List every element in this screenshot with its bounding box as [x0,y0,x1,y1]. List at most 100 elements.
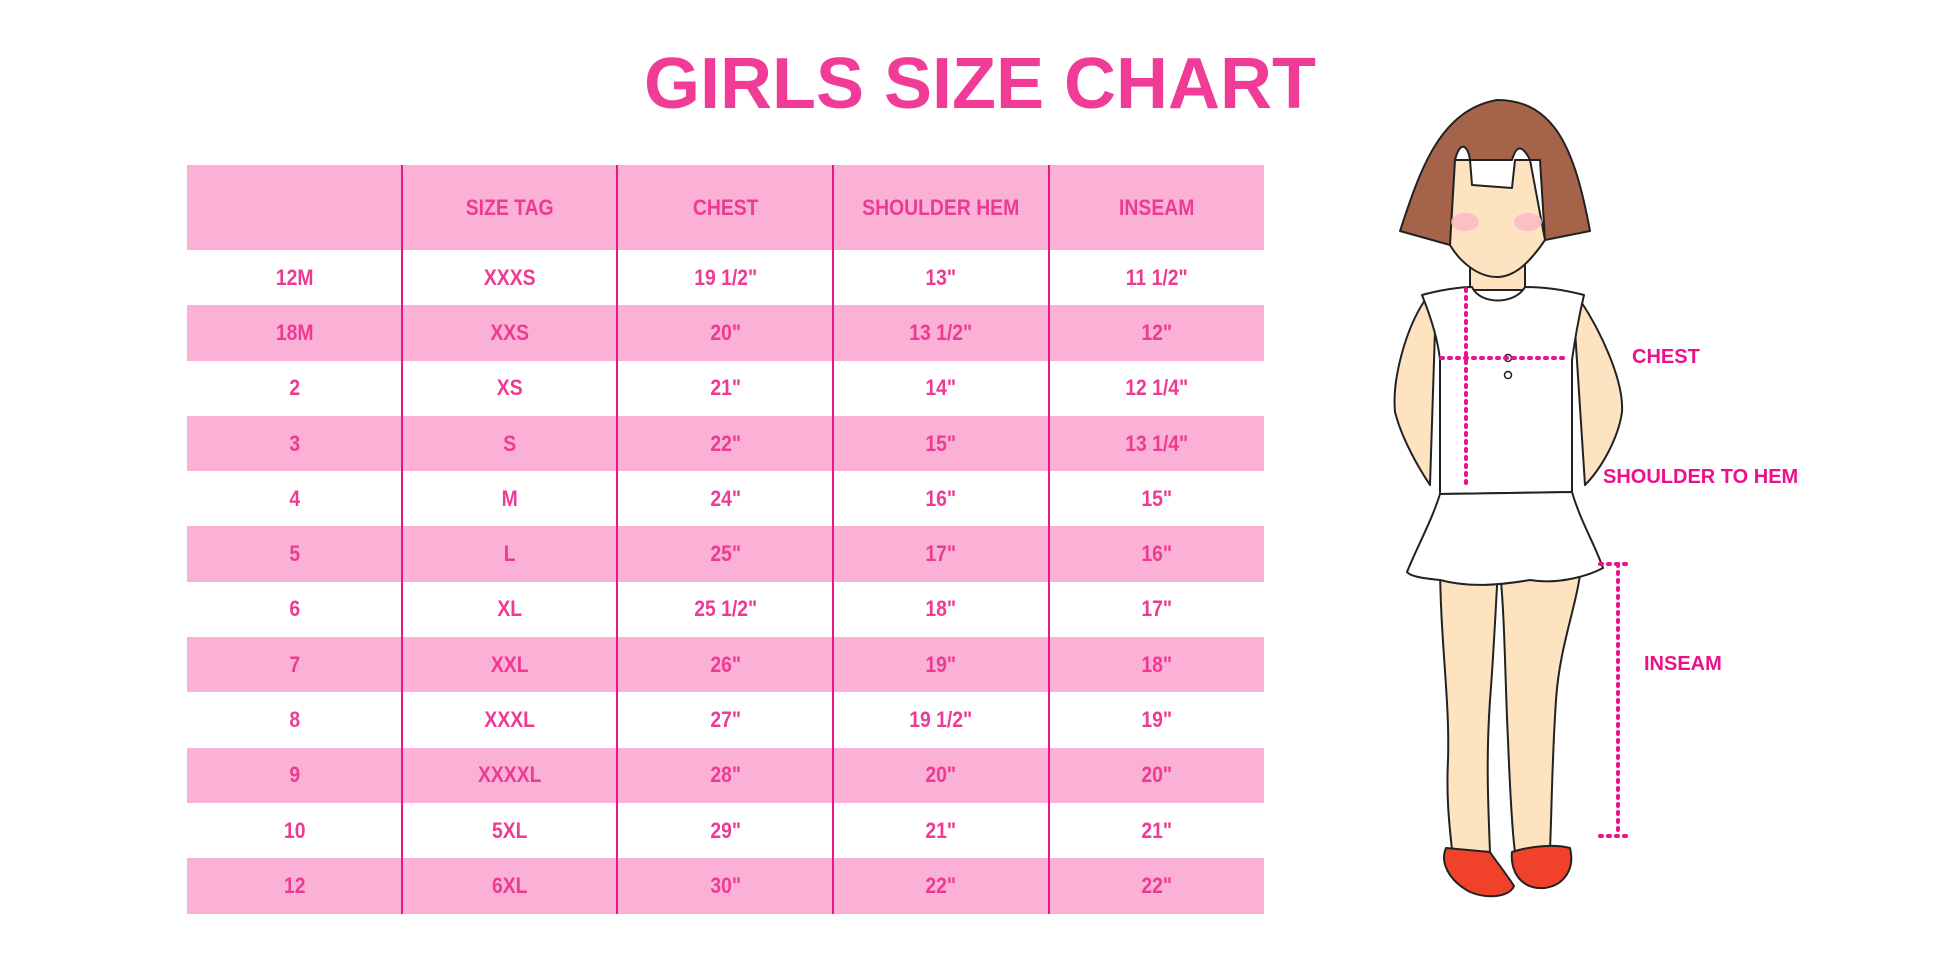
table-row: 6 XL 25 1/2" 18" 17" [187,582,1264,637]
table-cell: 4 [289,485,301,511]
table-cell: 12 [283,872,306,898]
table-cell: S [503,430,517,456]
table-cell: 21" [1140,817,1172,843]
right-shoe [1510,844,1573,890]
table-cell: 17" [1140,596,1172,622]
right-leg [1499,554,1583,853]
header-cell: SHOULDER HEM [862,194,1020,220]
table-row: 12M XXXS 19 1/2" 13" 11 1/2" [187,250,1264,305]
header-cell: INSEAM [1118,194,1194,220]
table-row: 18M XXS 20" 13 1/2" 12" [187,305,1264,361]
table-cell: 12 1/4" [1124,375,1188,401]
table-cell: 18" [925,596,957,622]
right-cheek [1514,213,1542,231]
shoulder-to-hem-label: SHOULDER TO HEM [1603,466,1799,488]
table-cell: 19 1/2" [694,264,758,290]
table-cell: 20" [1140,762,1172,788]
chest-label: CHEST [1632,346,1700,368]
table-cell: XXXS [484,264,536,290]
button [1503,370,1513,380]
table-cell: 16" [1140,541,1172,567]
table-cell: 18M [275,319,314,345]
face [1449,159,1546,278]
table-header-row: SIZE TAG CHEST SHOULDER HEM INSEAM [187,165,1264,250]
header-cell: CHEST [692,194,759,220]
table-cell: 9 [289,762,301,788]
table-cell: 22" [925,872,957,898]
column-divider [401,165,403,914]
table-row: 9 XXXXL 28" 20" 20" [187,747,1264,803]
table-cell: 6 [289,596,301,622]
table-cell: 13" [925,264,957,290]
table-cell: XL [497,596,523,622]
table-cell: 18" [1140,651,1172,677]
left-leg [1439,559,1499,853]
table-cell: XXS [490,319,530,345]
table-cell: 2 [289,375,301,401]
table-cell: 21" [710,375,741,401]
page-title: GIRLS SIZE CHART [643,44,1316,124]
table-cell: 14" [925,375,957,401]
table-row: 10 5XL 29" 21" 21" [187,803,1264,858]
table-cell: 28" [710,762,741,788]
table-cell: 5XL [492,817,528,843]
table-cell: 19 1/2" [909,707,973,733]
table-cell: 13 1/4" [1124,430,1188,456]
size-chart-table: SIZE TAG CHEST SHOULDER HEM INSEAM 12M XX… [187,165,1264,914]
table-cell: 27" [710,707,741,733]
table-cell: 20" [710,319,741,345]
column-divider [1048,165,1050,914]
table-row: 3 S 22" 15" 13 1/4" [187,415,1264,472]
table-cell: 15" [1140,485,1172,511]
left-arm [1393,299,1436,486]
table-cell: 7 [289,651,301,677]
table-cell: 13 1/2" [909,319,973,345]
table-cell: 22" [710,430,741,456]
table-cell: 19" [925,651,957,677]
table-cell: 12M [275,264,314,290]
skirt [1406,491,1604,586]
table-cell: XXL [491,651,529,677]
left-shoe [1443,847,1515,898]
table-cell: M [502,485,519,511]
table-cell: 10 [283,817,306,843]
header-cell: SIZE TAG [466,194,555,220]
table-cell: 22" [1140,872,1172,898]
table-cell: 30" [710,872,741,898]
table-cell: 8 [289,707,301,733]
table-row: 4 M 24" 16" 15" [187,471,1264,526]
table-cell: 19" [1140,707,1172,733]
table-cell: 29" [710,817,741,843]
table-cell: 21" [925,817,957,843]
table-cell: 20" [925,762,957,788]
table-cell: 16" [925,485,957,511]
inseam-label: INSEAM [1644,653,1722,675]
table-cell: 25" [710,541,741,567]
right-arm [1574,299,1624,486]
table-cell: XXXXL [478,762,542,788]
table-cell: 25 1/2" [694,596,758,622]
left-cheek [1451,213,1479,231]
column-divider [616,165,618,914]
table-cell: 3 [289,430,301,456]
table-cell: 17" [925,541,957,567]
table-cell: XS [497,375,524,401]
table-cell: 26" [710,651,741,677]
table-cell: 15" [925,430,957,456]
table-cell: 5 [289,541,301,567]
table-cell: 11 1/2" [1125,264,1188,290]
table-cell: 6XL [492,872,528,898]
table-row: 5 L 25" 17" 16" [187,526,1264,582]
table-row: 8 XXXL 27" 19 1/2" 19" [187,692,1264,747]
hair [1399,99,1591,246]
table-cell: 12" [1140,319,1172,345]
table-cell: L [504,541,517,567]
shirt [1421,286,1585,495]
column-divider [832,165,834,914]
table-row: 7 XXL 26" 19" 18" [187,637,1264,693]
table-cell: 24" [710,485,741,511]
table-row: 12 6XL 30" 22" 22" [187,858,1264,914]
table-row: 2 XS 21" 14" 12 1/4" [187,361,1264,416]
table-cell: XXXL [484,707,536,733]
